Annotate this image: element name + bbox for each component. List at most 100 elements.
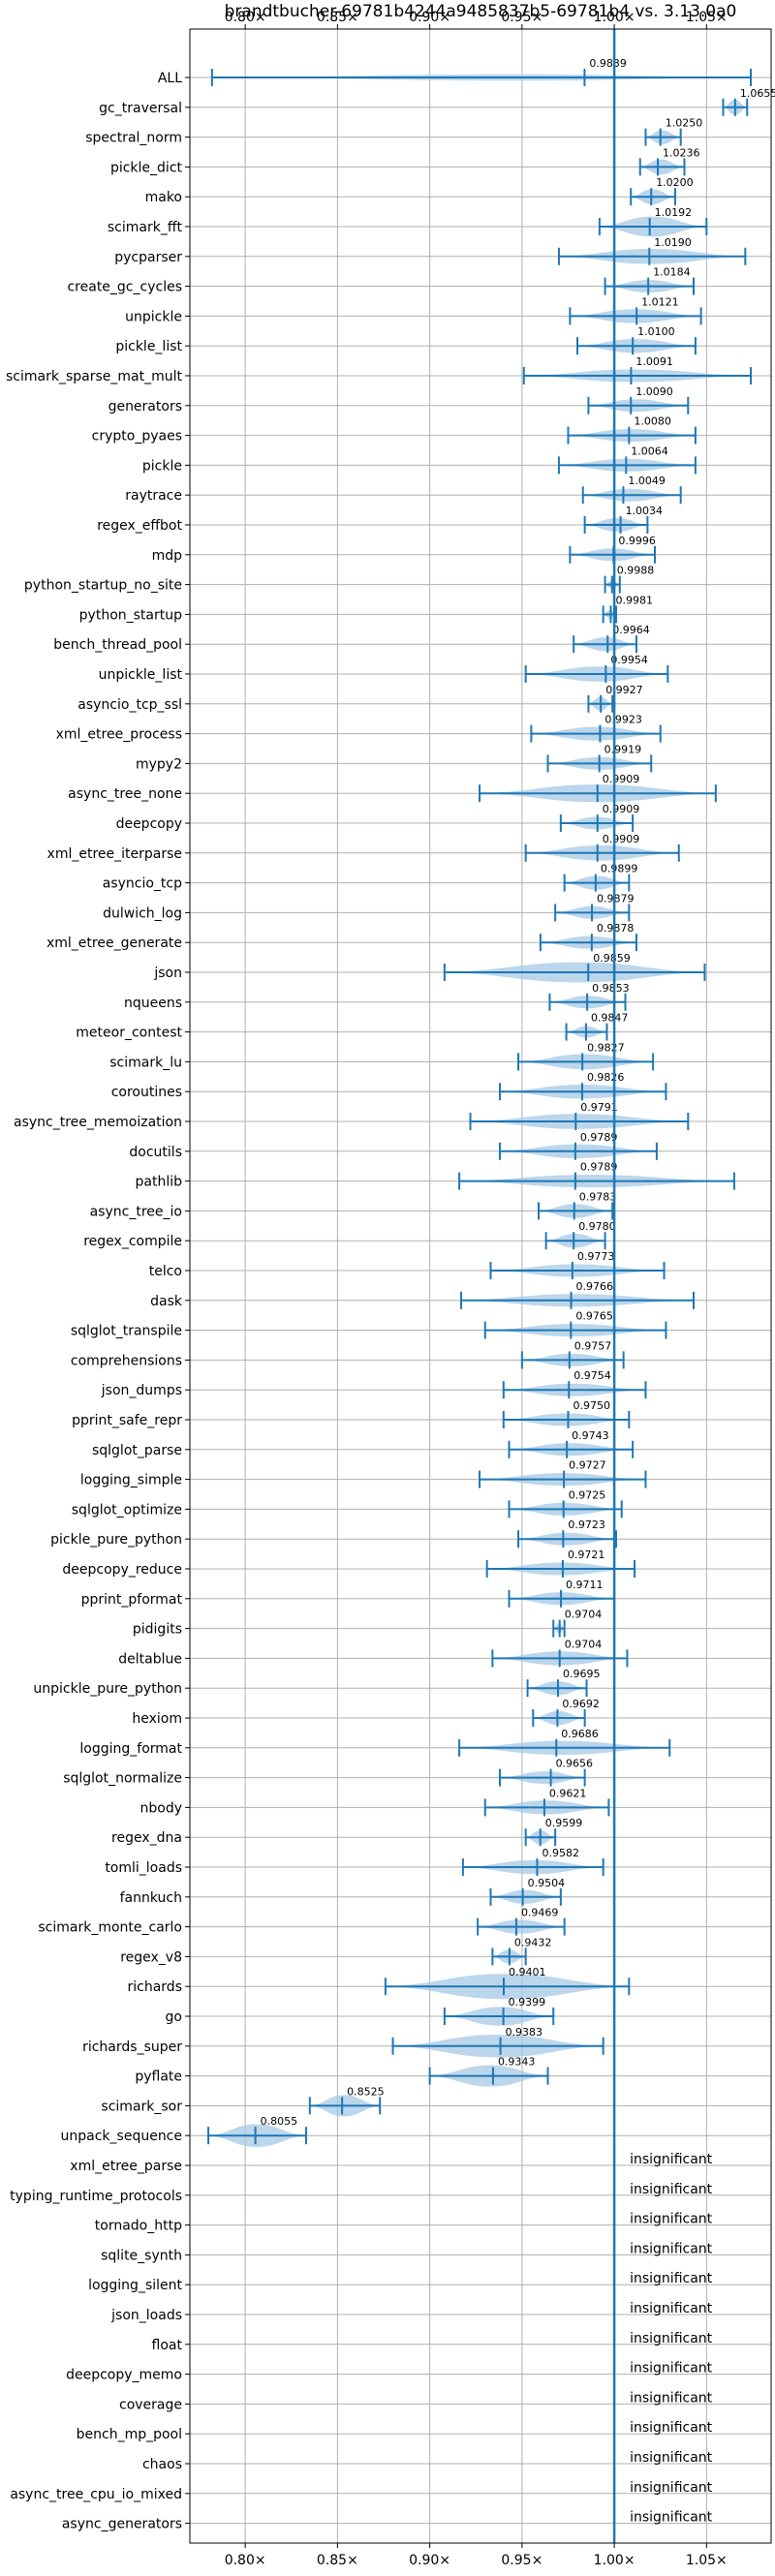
benchmark-label: async_generators <box>62 2517 182 2532</box>
benchmark-label: ALL <box>158 71 182 86</box>
insignificant-label: insignificant <box>630 2241 713 2256</box>
benchmark-label: unpickle_pure_python <box>33 1681 182 1697</box>
benchmark-label: sqlglot_parse <box>92 1443 182 1458</box>
x-tick-label-top: 0.80× <box>225 10 266 25</box>
benchmark-label: deepcopy_reduce <box>62 1562 182 1578</box>
benchmark-label: deepcopy <box>116 816 182 832</box>
benchmark-label: scimark_fft <box>108 220 183 235</box>
benchmark-label: json_dumps <box>101 1383 182 1398</box>
benchmark-label: pickle_pure_python <box>50 1532 182 1548</box>
benchmark-label: xml_etree_iterparse <box>47 846 182 862</box>
benchmark-label: unpack_sequence <box>61 2129 182 2144</box>
benchmark-label: asyncio_tcp_ssl <box>78 697 182 713</box>
mean-value-label: 0.9621 <box>549 1787 587 1799</box>
benchmark-label: hexiom <box>132 1711 182 1727</box>
mean-value-label: 0.9791 <box>580 1101 618 1114</box>
benchmark-label: xml_etree_generate <box>46 935 182 951</box>
mean-value-label: 0.9927 <box>605 684 643 696</box>
mean-value-label: 1.0090 <box>636 385 673 398</box>
mean-value-label: 0.9899 <box>601 863 638 875</box>
mean-value-label: 0.9964 <box>612 624 650 636</box>
benchmark-label: pprint_pformat <box>81 1592 183 1608</box>
mean-value-label: 0.9692 <box>562 1698 600 1710</box>
benchmark-label: coverage <box>119 2397 182 2412</box>
mean-value-label: 0.9401 <box>509 1966 546 1978</box>
benchmark-label: create_gc_cycles <box>67 280 182 295</box>
benchmark-label: json <box>153 966 182 981</box>
mean-value-label: 0.9923 <box>604 714 642 726</box>
mean-value-label: 0.9727 <box>569 1459 606 1472</box>
mean-value-label: 0.9383 <box>506 2026 543 2039</box>
mean-value-label: 0.9725 <box>569 1488 606 1501</box>
mean-value-label: 0.9988 <box>617 565 655 577</box>
insignificant-label: insignificant <box>630 2301 713 2316</box>
mean-value-label: 0.9909 <box>603 803 640 815</box>
benchmark-label: bench_mp_pool <box>77 2427 182 2442</box>
mean-value-label: 1.0250 <box>666 117 703 130</box>
mean-value-label: 0.9909 <box>603 773 640 785</box>
benchmark-label: sqlglot_normalize <box>63 1771 182 1787</box>
benchmark-label: pathlib <box>136 1175 183 1190</box>
mean-value-label: 1.0655 <box>740 87 775 100</box>
chart-title: brandtbucher-69781b4244a9485837b5-69781b… <box>224 2 737 21</box>
benchmark-label: raytrace <box>125 488 182 504</box>
mean-value-label: 0.9343 <box>498 2056 536 2069</box>
benchmark-label: scimark_sparse_mat_mult <box>6 369 182 384</box>
benchmark-label: sqlglot_optimize <box>72 1502 182 1518</box>
mean-value-label: 0.9469 <box>521 1907 559 1919</box>
plot-frame <box>189 28 772 2544</box>
mean-value-label: 0.9789 <box>580 1161 618 1174</box>
mean-value-label: 1.0080 <box>634 415 671 428</box>
benchmark-label: async_tree_none <box>68 786 182 802</box>
insignificant-label: insignificant <box>630 2420 713 2436</box>
x-tick-label-bottom: 0.95× <box>501 2553 542 2568</box>
benchmark-label: dask <box>150 1294 183 1309</box>
benchmark-label: regex_dna <box>111 1830 182 1846</box>
mean-value-label: 0.9765 <box>575 1310 613 1323</box>
benchmark-label: telco <box>149 1264 182 1279</box>
mean-value-label: 0.9766 <box>576 1280 614 1293</box>
benchmark-label: comprehensions <box>71 1353 182 1368</box>
benchmark-label: xml_etree_process <box>56 727 182 743</box>
benchmark-label: async_tree_io <box>90 1204 182 1219</box>
benchmark-label: xml_etree_parse <box>70 2159 182 2174</box>
mean-value-label: 0.9504 <box>528 1877 566 1889</box>
x-tick-label-bottom: 0.80× <box>225 2553 266 2568</box>
mean-value-label: 0.9599 <box>545 1817 583 1829</box>
mean-value-label: 0.9432 <box>514 1936 552 1948</box>
insignificant-label: insignificant <box>630 2152 713 2167</box>
benchmark-label: dulwich_log <box>103 905 182 921</box>
benchmark-label: coroutines <box>111 1085 182 1100</box>
mean-value-label: 0.9686 <box>561 1728 599 1740</box>
mean-value-label: 0.8055 <box>261 2115 298 2128</box>
benchmark-label: mako <box>145 190 182 205</box>
benchmark-label: logging_simple <box>80 1473 182 1488</box>
benchmark-label: typing_runtime_protocols <box>10 2189 182 2204</box>
mean-value-label: 0.9721 <box>568 1549 605 1561</box>
insignificant-label: insignificant <box>630 2271 713 2286</box>
x-tick-label-bottom: 0.90× <box>409 2553 450 2568</box>
benchmark-label: deltablue <box>118 1651 182 1667</box>
mean-value-label: 0.9773 <box>577 1250 615 1263</box>
mean-value-label: 0.9827 <box>587 1041 625 1054</box>
benchmark-label: richards <box>128 1979 183 1995</box>
benchmark-label: tornado_http <box>95 2219 182 2234</box>
benchmark-label: docutils <box>129 1145 182 1160</box>
mean-value-label: 0.9754 <box>574 1369 611 1382</box>
mean-value-label: 1.0091 <box>636 355 673 368</box>
mean-value-label: 0.8525 <box>347 2085 385 2098</box>
mean-value-label: 0.9789 <box>580 1131 618 1144</box>
mean-value-label: 0.9780 <box>578 1220 616 1233</box>
mean-value-label: 0.9704 <box>565 1638 603 1650</box>
benchmark-label: chaos <box>142 2457 182 2472</box>
benchmark-label: pidigits <box>133 1622 182 1638</box>
mean-value-label: 0.9919 <box>604 743 642 755</box>
benchmark-label: logging_format <box>79 1741 182 1757</box>
benchmark-label: float <box>152 2338 183 2353</box>
mean-value-label: 0.9711 <box>566 1579 604 1591</box>
insignificant-label: insignificant <box>630 2390 713 2406</box>
benchmark-label: generators <box>108 399 182 414</box>
benchmark-label: regex_compile <box>83 1234 182 1249</box>
insignificant-label: insignificant <box>630 2331 713 2346</box>
